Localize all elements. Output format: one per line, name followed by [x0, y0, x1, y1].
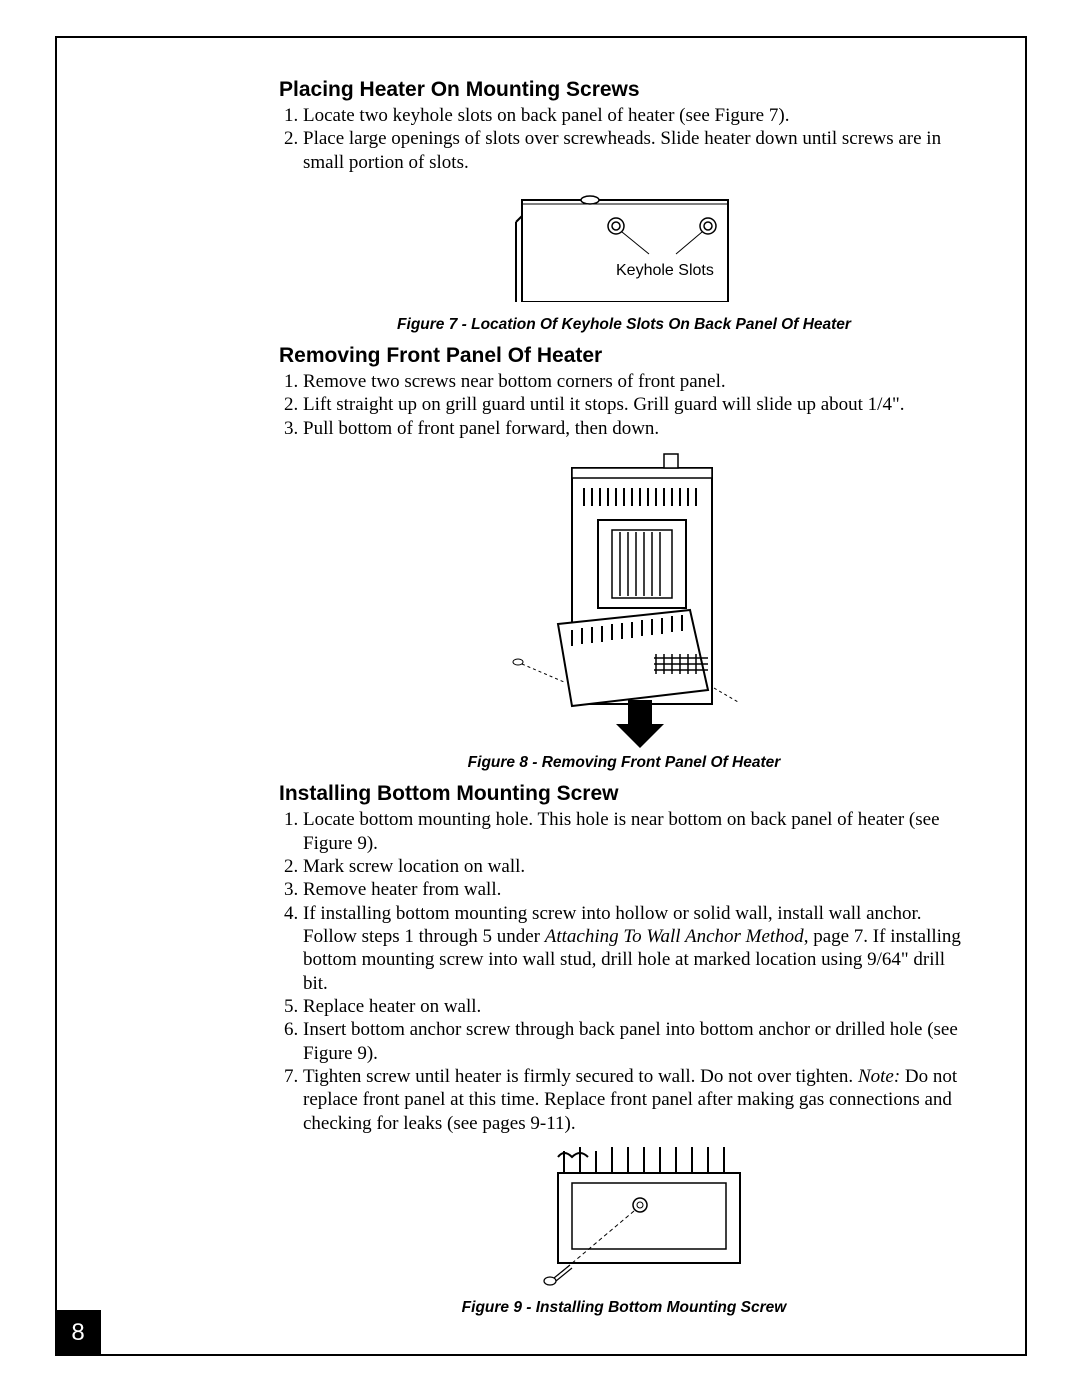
heading-installing-bottom-screw: Installing Bottom Mounting Screw — [279, 782, 969, 806]
figure-9 — [279, 1143, 969, 1293]
steps-placing-heater: Locate two keyhole slots on back panel o… — [279, 104, 969, 174]
figure-7-caption: Figure 7 - Location Of Keyhole Slots On … — [279, 316, 969, 334]
heading-removing-front-panel: Removing Front Panel Of Heater — [279, 344, 969, 368]
step: Locate bottom mounting hole. This hole i… — [303, 808, 969, 855]
figure-8-caption: Figure 8 - Removing Front Panel Of Heate… — [279, 754, 969, 772]
keyhole-slots-label: Keyhole Slots — [616, 262, 714, 280]
step: Pull bottom of front panel forward, then… — [303, 417, 969, 440]
steps-removing-front-panel: Remove two screws near bottom corners of… — [279, 370, 969, 440]
step: If installing bottom mounting screw into… — [303, 902, 969, 995]
step: Insert bottom anchor screw through back … — [303, 1018, 969, 1065]
bottom-mounting-screw-icon — [494, 1143, 754, 1293]
step: Remove heater from wall. — [303, 878, 969, 901]
page-number: 8 — [55, 1310, 101, 1356]
figure-7: Keyhole Slots — [279, 182, 969, 310]
step: Remove two screws near bottom corners of… — [303, 370, 969, 393]
step: Lift straight up on grill guard until it… — [303, 393, 969, 416]
step: Mark screw location on wall. — [303, 855, 969, 878]
steps-installing-bottom-screw: Locate bottom mounting hole. This hole i… — [279, 808, 969, 1135]
step: Locate two keyhole slots on back panel o… — [303, 104, 969, 127]
heater-front-panel-remove-icon — [494, 448, 754, 748]
figure-9-caption: Figure 9 - Installing Bottom Mounting Sc… — [279, 1299, 969, 1317]
step: Tighten screw until heater is firmly sec… — [303, 1065, 969, 1135]
heater-back-panel-icon — [504, 182, 744, 302]
figure-8 — [279, 448, 969, 748]
page-frame: Placing Heater On Mounting Screws Locate… — [55, 36, 1027, 1356]
step: Place large openings of slots over screw… — [303, 127, 969, 174]
step: Replace heater on wall. — [303, 995, 969, 1018]
heading-placing-heater: Placing Heater On Mounting Screws — [279, 78, 969, 102]
